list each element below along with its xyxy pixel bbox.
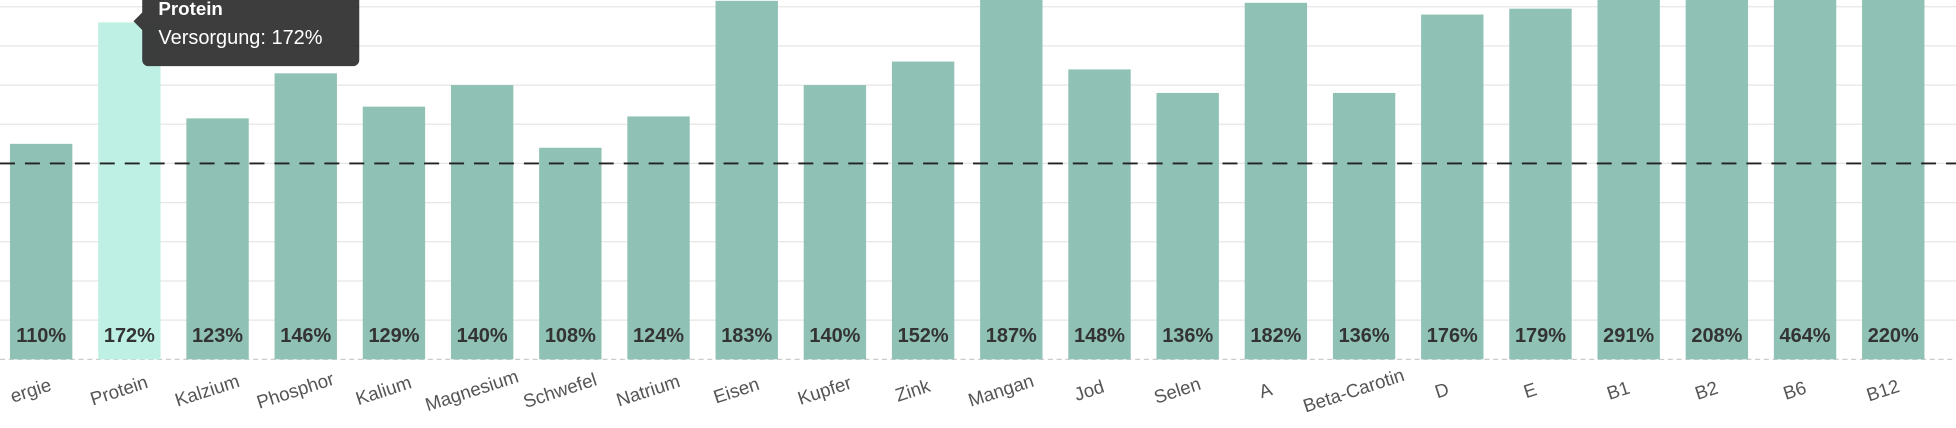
value-label: 140% xyxy=(457,325,508,347)
bar xyxy=(9,143,73,360)
bar xyxy=(1685,0,1749,360)
x-tick-label: B2 xyxy=(1692,377,1720,404)
tooltip-box xyxy=(133,0,360,67)
value-label: 187% xyxy=(986,325,1037,347)
bar xyxy=(1156,92,1219,360)
x-tick-label: B1 xyxy=(1604,377,1632,404)
bar xyxy=(1509,8,1572,360)
x-tick-label: Natrium xyxy=(614,370,683,410)
bar xyxy=(186,118,249,360)
value-label: 172% xyxy=(104,325,155,347)
bar xyxy=(274,73,337,360)
value-label: 291% xyxy=(1603,325,1654,347)
value-label: 464% xyxy=(1780,325,1831,347)
tooltip-title: Protein xyxy=(158,0,222,19)
bar xyxy=(1244,2,1308,360)
value-label: 140% xyxy=(809,325,860,347)
bar xyxy=(803,85,867,360)
value-label: 129% xyxy=(368,325,419,347)
tooltip-text: Versorgung: 172% xyxy=(158,27,322,49)
value-label: 146% xyxy=(280,325,331,347)
value-label: 124% xyxy=(633,325,684,347)
value-label: 179% xyxy=(1515,325,1566,347)
x-tick-label: Beta-Carotin xyxy=(1300,364,1406,416)
x-tick-label: Eisen xyxy=(711,373,762,407)
bar xyxy=(539,147,602,360)
value-label: 110% xyxy=(16,325,66,347)
x-tick-label: Magnesium xyxy=(422,365,520,415)
value-label: 183% xyxy=(721,325,772,347)
value-label: 182% xyxy=(1250,325,1301,347)
x-tick-label: Kupfer xyxy=(795,372,854,409)
bar xyxy=(1862,0,1925,360)
bar xyxy=(1421,14,1484,360)
x-tick-label: Zink xyxy=(893,375,934,406)
x-tick-label: B12 xyxy=(1864,375,1902,405)
bar xyxy=(891,61,955,360)
x-tick-label: D xyxy=(1432,378,1451,402)
x-tick-label: Protein xyxy=(87,371,150,409)
bar xyxy=(1332,92,1396,360)
x-tick-label: Mangan xyxy=(965,370,1036,411)
bar xyxy=(1068,69,1131,360)
x-tick-label: Kalium xyxy=(353,371,414,409)
bar xyxy=(980,0,1043,360)
bar xyxy=(98,22,161,360)
x-tick-label: Schwefel xyxy=(521,369,600,412)
x-tick-label: A xyxy=(1256,378,1275,402)
value-label: 123% xyxy=(192,325,243,347)
bar xyxy=(450,85,514,360)
x-tick-label: Jod xyxy=(1071,376,1106,405)
x-tick-label: Kalzium xyxy=(172,370,242,411)
x-tick-label: ergie xyxy=(8,374,54,407)
x-tick-label: Selen xyxy=(1151,373,1203,408)
x-tick-label: Phosphor xyxy=(254,368,337,413)
bar xyxy=(1597,0,1660,360)
value-label: 136% xyxy=(1162,325,1213,347)
bar xyxy=(362,106,426,360)
value-label: 108% xyxy=(545,325,596,347)
value-label: 148% xyxy=(1074,325,1125,347)
value-label: 136% xyxy=(1339,325,1390,347)
x-tick-label: E xyxy=(1521,378,1539,402)
value-label: 176% xyxy=(1427,325,1478,347)
bar xyxy=(715,0,778,360)
value-label: 208% xyxy=(1691,325,1742,347)
bar xyxy=(1773,0,1837,360)
x-tick-label: B6 xyxy=(1780,377,1808,404)
bar xyxy=(627,116,690,360)
value-label: 220% xyxy=(1868,325,1919,347)
tooltip: Protein Versorgung: 172% xyxy=(133,0,360,67)
value-label: 152% xyxy=(898,325,949,347)
